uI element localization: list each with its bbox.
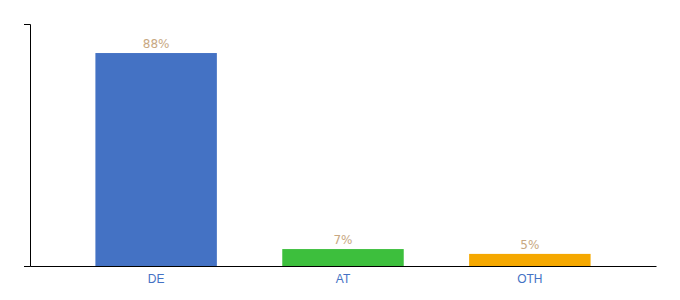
x-tick-label: AT [336,272,351,286]
x-tick: DE [148,266,165,286]
x-axis-line [31,266,657,267]
y-axis [24,25,31,267]
y-axis-line [24,25,31,267]
bar [469,254,590,266]
x-tick: AT [336,266,351,286]
data-label: 7% [333,233,352,247]
x-tick: OTH [517,266,542,286]
data-labels: 88% 7% 5% [143,37,540,252]
x-tick-label: DE [148,272,165,286]
x-tick-label: OTH [517,272,542,286]
plot: DE AT OTH 88% 7% 5% [24,25,657,286]
x-axis: DE AT OTH [31,266,657,286]
bars [95,53,590,266]
bar [95,53,216,266]
data-label: 5% [520,238,539,252]
data-label: 88% [143,37,170,51]
chart: DE AT OTH 88% 7% 5% [0,0,680,300]
bar [282,249,403,266]
